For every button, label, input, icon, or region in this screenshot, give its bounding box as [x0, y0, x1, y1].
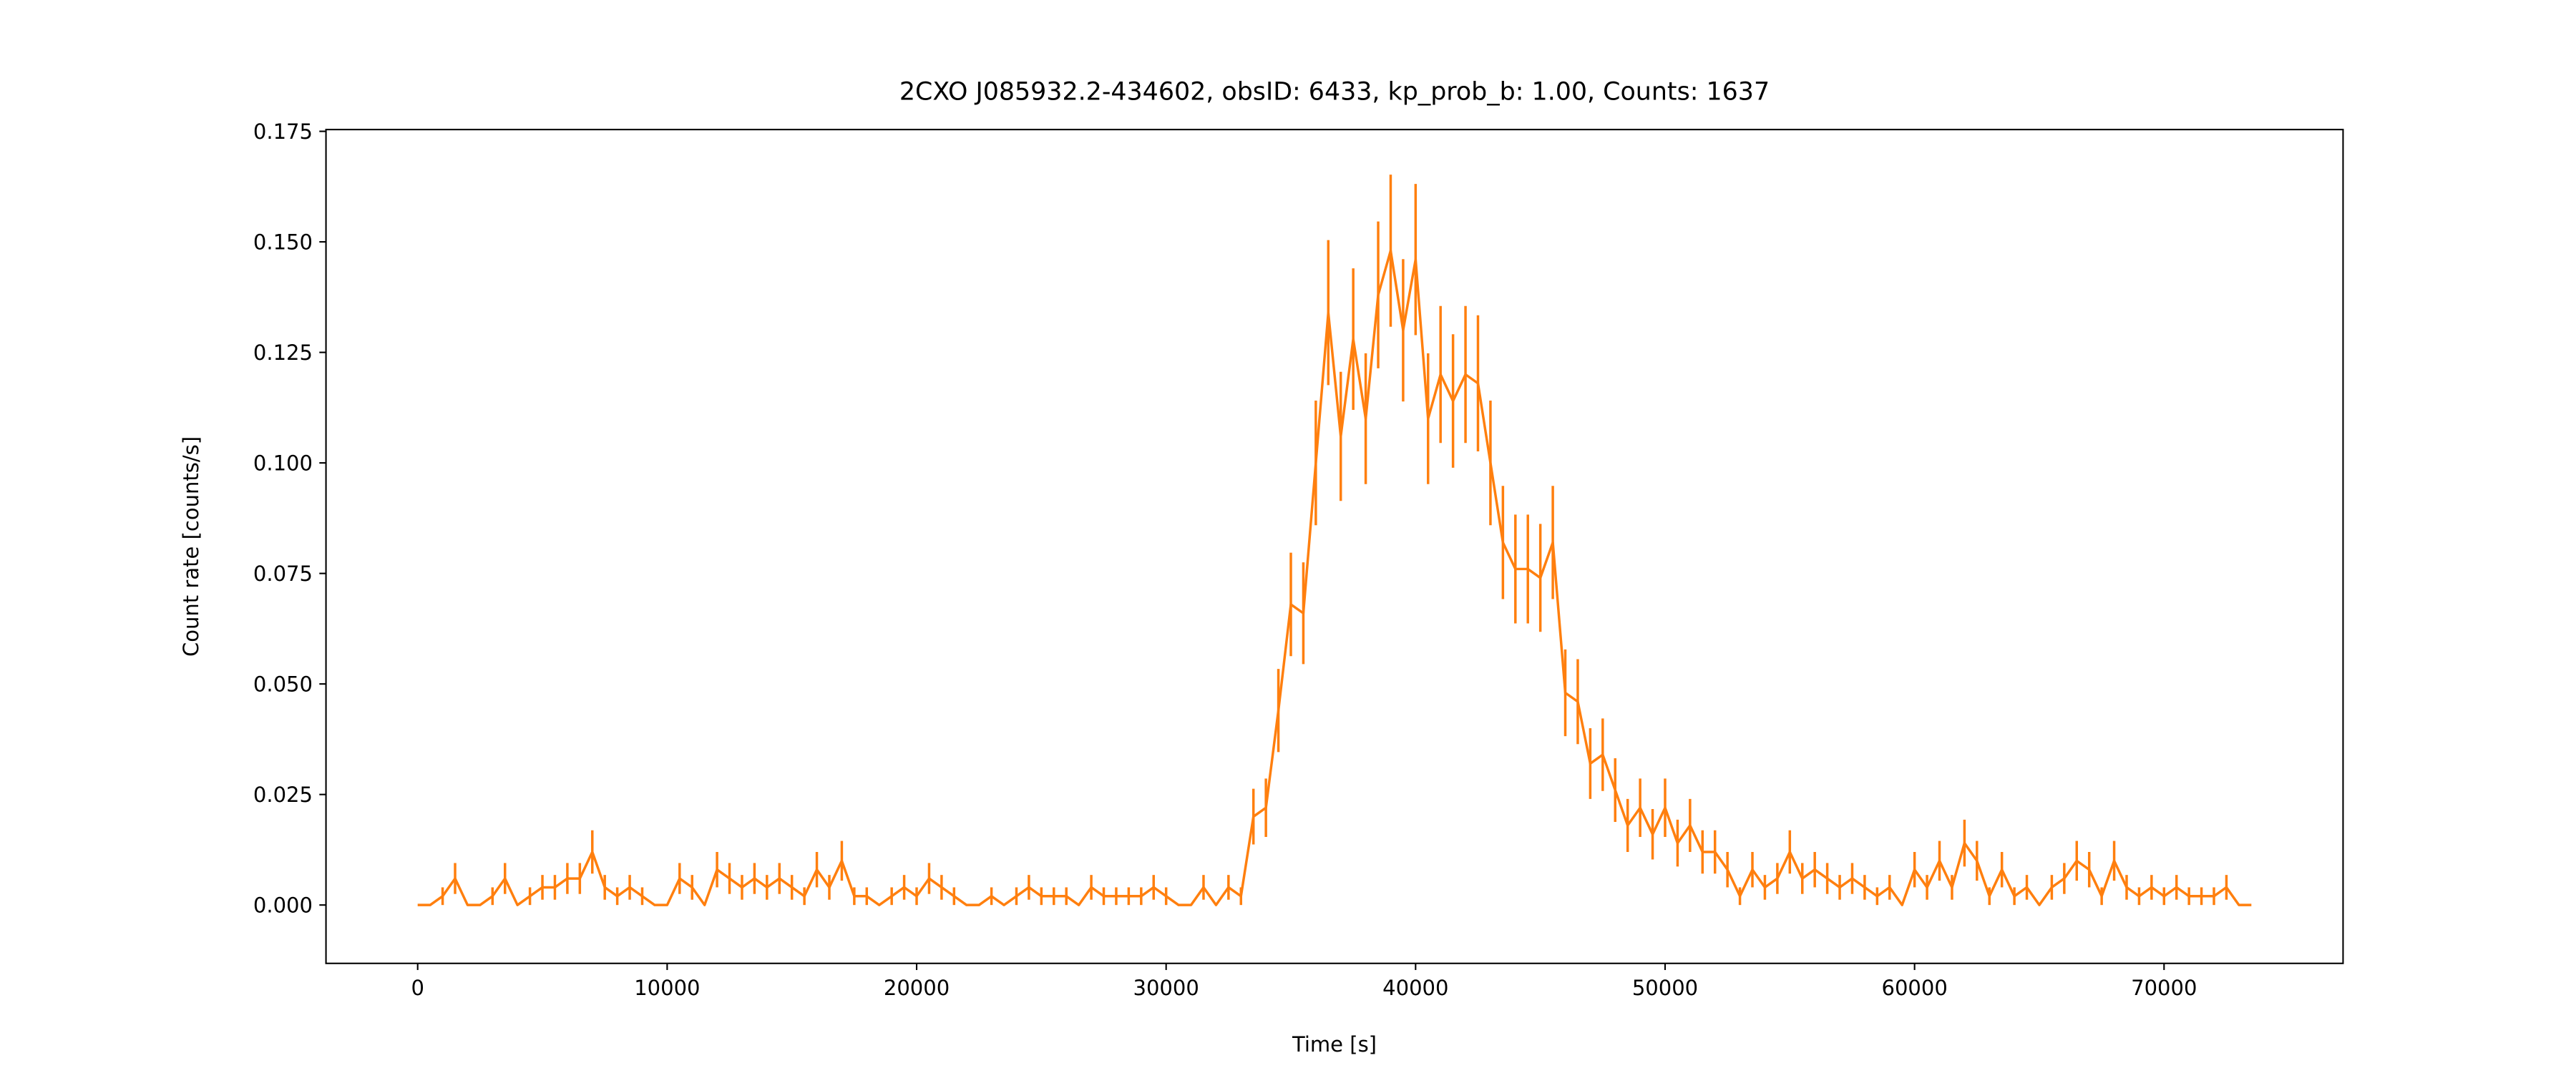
y-axis-label: Count rate [counts/s] [179, 436, 203, 657]
y-tick-label: 0.075 [253, 562, 313, 586]
y-tick-label: 0.050 [253, 672, 313, 697]
x-tick-label: 60000 [1881, 976, 1947, 1000]
x-tick-label: 40000 [1382, 976, 1448, 1000]
x-tick-label: 20000 [884, 976, 950, 1000]
x-tick-label: 70000 [2131, 976, 2197, 1000]
chart-title: 2CXO J085932.2-434602, obsID: 6433, kp_p… [899, 77, 1770, 106]
y-tick-label: 0.150 [253, 230, 313, 255]
y-tick-label: 0.125 [253, 340, 313, 365]
y-tick-label: 0.175 [253, 119, 313, 144]
y-tick-label: 0.000 [253, 893, 313, 918]
y-tick-label: 0.025 [253, 783, 313, 807]
data-line [417, 249, 2252, 906]
x-tick-label: 50000 [1632, 976, 1698, 1000]
x-tick-label: 30000 [1133, 976, 1199, 1000]
x-tick-label: 10000 [634, 976, 700, 1000]
x-tick-label: 0 [411, 976, 424, 1000]
y-tick-label: 0.100 [253, 451, 313, 476]
x-axis-label: Time [s] [1292, 1032, 1377, 1057]
plot-frame [325, 129, 2344, 964]
